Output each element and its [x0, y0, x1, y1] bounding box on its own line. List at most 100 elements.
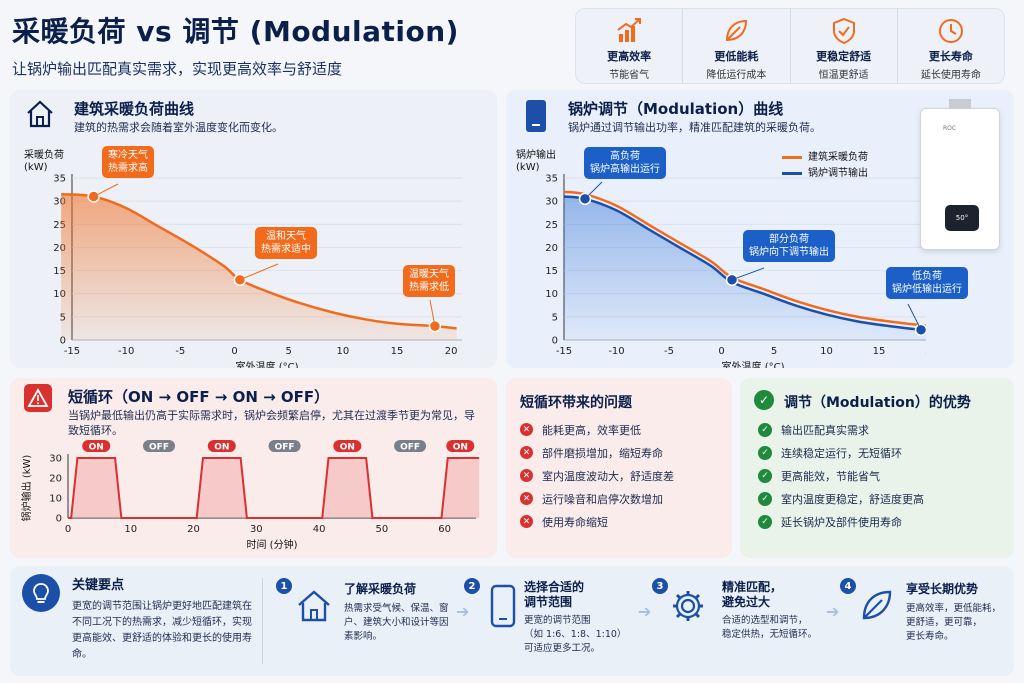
benefits-bar: 更高效率 节能省气 更低能耗 降低运行成本 更稳定舒适 恒温更舒适 更长寿命 延…	[575, 8, 1005, 84]
step-desc: 合适的选型和调节， 稳定供热，无短循环。	[722, 615, 818, 640]
step-desc: 热需求受气候、保温、窗户、建筑大小和设计等因素影响。	[344, 603, 449, 642]
benefit-sub: 降低运行成本	[706, 69, 767, 81]
cycle-line	[68, 457, 480, 519]
x-tick-label: 15	[873, 346, 886, 357]
check-icon: ✓	[758, 445, 772, 460]
x-axis-label: 室外温度 (°C)	[236, 360, 299, 368]
load-panel-desc: 建筑的热需求会随着室外温度变化而变化。	[74, 121, 283, 134]
list-item: ✓ 连续稳定运行，无短循环	[758, 441, 924, 464]
load-line	[61, 192, 457, 330]
state-label: ON	[89, 443, 104, 453]
legend-label: 锅炉调节输出	[808, 168, 868, 179]
x-icon: ✕	[520, 492, 533, 505]
advantages-title: 调节（Modulation）的优势	[784, 395, 971, 411]
x-tick-label: 40	[313, 524, 326, 535]
step-number: 4	[840, 578, 856, 594]
callout-connector	[731, 267, 765, 281]
x-tick-label: 0	[65, 524, 71, 535]
boiler-brand: ROC	[943, 125, 957, 132]
y-tick-label: 10	[49, 494, 62, 505]
callout-connector	[239, 263, 279, 281]
list-item-text: 更高能效，节能省气	[781, 469, 880, 483]
x-tick-label: -5	[175, 346, 185, 357]
advantages-list: ✓ 输出匹配真实需求 ✓ 连续稳定运行，无短循环 ✓ 更高能效，节能省气 ✓ 室内温度更…	[758, 418, 924, 533]
y-tick-label: 20	[53, 243, 66, 254]
callout-connector	[429, 299, 436, 327]
off-badge	[143, 440, 176, 452]
list-item: ✓ 室内温度更稳定，舒适度更高	[758, 487, 924, 510]
series-line-load	[563, 190, 926, 327]
shield-check-icon	[832, 17, 855, 44]
chart-legend: 建筑采暖负荷 锅炉调节输出	[782, 150, 868, 182]
y-tick-label: 20	[545, 243, 558, 254]
short-cycle-desc: 当锅炉最低输出仍高于实际需求时，锅炉会频繁启停，尤其在过渡季节更为常见，导致短循…	[68, 409, 475, 437]
load-curve-panel: 建筑采暖负荷曲线 建筑的热需求会随着室外温度变化而变化。 0 5 10 15 20 25 3…	[10, 90, 497, 368]
step-number: 1	[276, 578, 292, 594]
house-icon	[298, 590, 330, 622]
list-item-text: 运行噪音和启停次数增加	[542, 492, 663, 506]
x-tick-label: 0	[718, 346, 724, 357]
x-tick-label: -10	[608, 346, 624, 357]
on-badge	[82, 440, 111, 452]
modulation-panel-title: 锅炉调节（Modulation）曲线	[568, 100, 784, 118]
gear-icon	[673, 591, 703, 621]
y-axis-label: 锅炉输出 (kW)	[20, 455, 33, 522]
benefit-lifespan: 更长寿命 延长使用寿命	[898, 9, 1004, 83]
state-label: ON	[453, 443, 468, 453]
problems-panel: 短循环带来的问题 ✕ 能耗更高，效率更低 ✕ 部件磨损增加，缩短寿命 ✕ 室内温度波动…	[506, 378, 732, 558]
step-number: 3	[652, 578, 668, 594]
check-icon: ✓	[758, 422, 772, 437]
y-axis-label: (kW)	[24, 162, 48, 173]
step-title: 享受长期优势	[906, 582, 979, 596]
list-item: ✕ 能耗更高，效率更低	[520, 418, 674, 441]
on-badge	[207, 440, 236, 452]
on-badge	[446, 440, 475, 452]
y-tick-label: 15	[53, 266, 66, 277]
state-label: OFF	[275, 443, 295, 453]
divider	[262, 578, 263, 664]
x-tick-label: -15	[556, 346, 572, 357]
y-tick-label: 10	[53, 289, 66, 300]
list-item: ✕ 使用寿命缩短	[520, 510, 674, 533]
y-tick-label: 10	[545, 289, 558, 300]
boiler-icon	[526, 100, 546, 132]
y-tick-label: 30	[49, 454, 62, 465]
boiler-flue	[949, 99, 971, 109]
check-circle-icon: ✓	[754, 390, 774, 410]
key-takeaways-panel: 关键要点 更宽的调节范围让锅炉更好地匹配建筑在不同工况下的热需求，减少短循环，实…	[10, 566, 1014, 676]
x-tick-label: 30	[250, 524, 263, 535]
chart-up-icon	[617, 17, 642, 42]
list-item-text: 使用寿命缩短	[542, 515, 608, 529]
y-tick-label: 30	[53, 197, 66, 208]
x-icon: ✕	[520, 446, 533, 459]
lightbulb-icon	[22, 574, 60, 612]
boiler-illustration: ROC 50°	[920, 99, 1000, 250]
modulation-panel-desc: 锅炉通过调节输出功率，精准匹配建筑的采暖负荷。	[568, 121, 821, 134]
benefit-sub: 延长使用寿命	[920, 69, 981, 81]
x-tick-label: 5	[285, 346, 291, 357]
load-area	[61, 194, 457, 340]
state-label: ON	[214, 443, 229, 453]
x-tick-label: 60	[438, 524, 451, 535]
y-axis-label: 锅炉输出	[516, 148, 556, 161]
problems-list: ✕ 能耗更高，效率更低 ✕ 部件磨损增加，缩短寿命 ✕ 室内温度波动大，舒适度差 ✕ 运…	[520, 418, 674, 533]
y-axis-label: (kW)	[516, 162, 540, 173]
callout-connector	[93, 183, 119, 197]
y-tick-label: 30	[545, 197, 558, 208]
y-tick-label: 35	[545, 174, 558, 185]
x-tick-label: 10	[124, 524, 137, 535]
short-cycle-chart: 0 10 20 30 0 10 20 30 40 50 60 锅炉输出 (kW) 时间 (分钟) ON OF…	[20, 440, 480, 551]
step-number: 2	[464, 578, 480, 594]
check-icon: ✓	[758, 491, 772, 506]
benefit-comfort: 更稳定舒适 恒温更舒适	[791, 9, 898, 83]
step-title: 了解采暖负荷	[344, 582, 417, 596]
x-axis-label: 室外温度 (°C)	[722, 360, 785, 368]
x-tick-label: 50	[375, 524, 388, 535]
state-label: ON	[340, 443, 355, 453]
y-tick-label: 25	[53, 220, 66, 231]
list-item-text: 室内温度波动大，舒适度差	[542, 469, 674, 483]
list-item: ✕ 部件磨损增加，缩短寿命	[520, 441, 674, 464]
benefit-efficiency: 更高效率 节能省气	[576, 9, 684, 83]
y-tick-label: 35	[53, 174, 66, 185]
list-item: ✓ 输出匹配真实需求	[758, 418, 924, 441]
